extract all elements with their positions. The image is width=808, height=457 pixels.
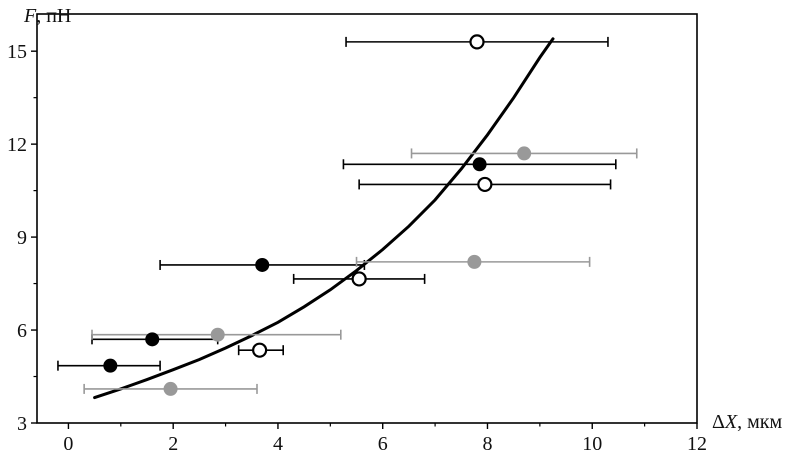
data-point-filled-black (103, 358, 118, 373)
y-axis-title: F, пН (23, 5, 71, 27)
x-tick-label: 4 (273, 433, 283, 455)
data-point-filled-gray (210, 327, 225, 342)
data-point-filled-black (255, 257, 270, 272)
x-tick-label: 12 (687, 433, 707, 455)
x-tick-label: 6 (378, 433, 388, 455)
x-axis-symbol-prefix: Δ (712, 411, 725, 433)
y-tick-label: 3 (17, 413, 27, 435)
y-axis-symbol: F (23, 5, 37, 27)
data-point-filled-gray (163, 381, 178, 396)
data-point-filled-gray (517, 146, 532, 161)
plot-border (36, 13, 698, 424)
y-tick-label: 15 (7, 41, 27, 63)
y-axis-unit: , пН (36, 5, 71, 27)
y-axis-ticks: 3 6 9 12 15 (7, 41, 37, 435)
data-point-filled-gray (467, 254, 482, 269)
data-points-layer (103, 34, 532, 396)
plot-frame (36, 13, 698, 424)
x-axis-unit: , мкм (737, 411, 782, 433)
x-tick-label: 10 (582, 433, 602, 455)
data-point-filled-black (472, 157, 487, 172)
x-tick-label: 2 (168, 433, 178, 455)
fit-curve-layer (93, 37, 555, 400)
y-tick-label: 12 (7, 134, 27, 156)
data-point-open-circle (252, 342, 268, 358)
x-axis-ticks: 0 2 4 6 8 10 12 (63, 423, 707, 455)
fit-curve (93, 37, 555, 400)
x-tick-label: 8 (482, 433, 492, 455)
x-axis-symbol-var: X (724, 411, 738, 433)
y-tick-label: 6 (17, 320, 27, 342)
data-point-open-circle (469, 34, 485, 50)
y-tick-label: 9 (17, 227, 27, 249)
data-point-filled-black (145, 332, 160, 347)
data-point-open-circle (351, 271, 367, 287)
x-tick-label: 0 (63, 433, 73, 455)
data-point-open-circle (477, 176, 493, 193)
error-bars-layer (57, 36, 638, 394)
x-axis-title: ΔX, мкм (712, 411, 782, 433)
